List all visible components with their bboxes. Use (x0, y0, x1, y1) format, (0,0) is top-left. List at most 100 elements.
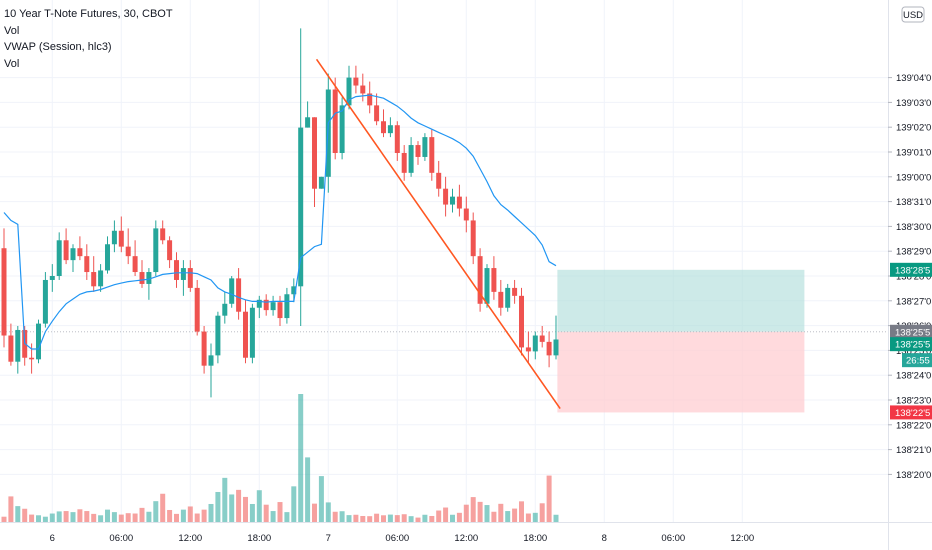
y-tick-label: 138'23'0 (896, 396, 931, 407)
candle-body (491, 268, 497, 292)
candle-body (36, 323, 41, 360)
bar-timer-badge (902, 353, 932, 368)
candle-body (367, 93, 373, 106)
volume-bar (450, 514, 455, 522)
y-tick-label: 139'02'0 (896, 123, 931, 134)
volume-bar (339, 511, 345, 522)
candle-body (111, 230, 117, 245)
price-tag-price (890, 324, 932, 339)
candle-body (305, 117, 311, 128)
volume-bar (15, 506, 21, 522)
volume-bar (367, 516, 373, 522)
volume-bar (422, 514, 428, 522)
volume-bar (139, 507, 145, 522)
volume-bar (401, 514, 407, 522)
volume-bar (98, 515, 104, 522)
x-tick-label: 06:00 (661, 533, 685, 544)
candle-body (125, 246, 131, 257)
candle-body (436, 172, 442, 189)
volume-bar (222, 477, 228, 522)
volume-bar (56, 511, 62, 522)
candle-body (132, 256, 138, 273)
volume-bar (70, 512, 76, 522)
drawings[interactable] (315, 58, 561, 409)
candle-body (1, 248, 7, 336)
volume-bar (298, 394, 304, 522)
candle-body (298, 127, 304, 287)
volume-bar (360, 515, 366, 522)
x-tick-label: 06:00 (385, 533, 409, 544)
volume-bar (346, 515, 352, 522)
candle-body (194, 287, 200, 332)
volume-bar (498, 503, 504, 522)
long-position-tool[interactable] (0, 269, 888, 413)
price-tag-label: 138'22'5 (895, 408, 930, 419)
candle-body (167, 240, 173, 261)
candle-body (263, 299, 269, 311)
candle-body (484, 268, 490, 304)
volume-bar (111, 512, 117, 522)
volume-bar (436, 510, 442, 522)
volume-bar (49, 513, 55, 522)
volume-bar (456, 512, 462, 522)
volume-bar (318, 476, 324, 522)
y-tick-label: 138'21'0 (896, 445, 931, 456)
candle-body (546, 341, 552, 356)
legend-item-vol-2[interactable]: Vol (4, 57, 20, 70)
candle-body (553, 339, 559, 356)
candle-body (208, 355, 214, 366)
candle-body (470, 220, 476, 257)
x-tick-label: 12:00 (730, 533, 754, 544)
y-tick-label: 139'01'0 (896, 148, 931, 159)
legend-title[interactable]: 10 Year T-Note Futures, 30, CBOT (4, 8, 173, 20)
candle-body (291, 286, 297, 295)
volume-bar (353, 514, 359, 522)
candle-body (70, 248, 76, 261)
volume-bar (325, 502, 331, 522)
candle-body (201, 331, 207, 366)
stop-zone (557, 331, 805, 413)
price-candles (1, 28, 559, 398)
price-tag-label: 138'25'5 (895, 340, 930, 351)
volume-bar (491, 511, 497, 522)
candle-body (532, 335, 538, 352)
volume-bar (63, 511, 69, 522)
candle-body (222, 303, 228, 316)
volume-bar (236, 489, 242, 522)
volume-bar (1, 516, 7, 522)
legend-item-vwap[interactable]: VWAP (Session, hlc3) (4, 41, 112, 53)
x-tick-label: 18:00 (247, 533, 271, 544)
candle-body (408, 145, 414, 173)
volume-bar (243, 496, 248, 522)
volume-bar (408, 516, 414, 522)
candle-body (512, 287, 518, 296)
volume-bar (532, 512, 538, 522)
candle-body (118, 230, 124, 247)
volume-bar (229, 494, 235, 522)
volume-bar (270, 511, 276, 522)
candle-body (422, 137, 428, 157)
volume-bar (291, 486, 297, 522)
volume-bar (263, 504, 269, 522)
candle-body (401, 152, 407, 173)
candle-body (318, 176, 324, 189)
bar-timer-label: 26:55 (906, 356, 930, 367)
candle-body (236, 278, 242, 312)
volume-bar (118, 514, 124, 522)
candle-body (387, 125, 393, 134)
volume-bar (8, 496, 14, 522)
volume-bar (201, 509, 207, 522)
y-tick-label: 138'28'0 (896, 272, 931, 283)
volume-bar (146, 511, 152, 522)
volume-bar (256, 490, 262, 522)
candle-body (270, 302, 276, 311)
candle-body (91, 272, 97, 287)
volume-bar (394, 515, 400, 522)
price-tag-target (890, 262, 932, 277)
volume-bar (249, 503, 255, 522)
y-tick-label: 139'03'0 (896, 98, 931, 109)
candle-body (146, 272, 152, 284)
legend-item-vol[interactable]: Vol (4, 24, 20, 37)
volume-bar (484, 505, 490, 522)
